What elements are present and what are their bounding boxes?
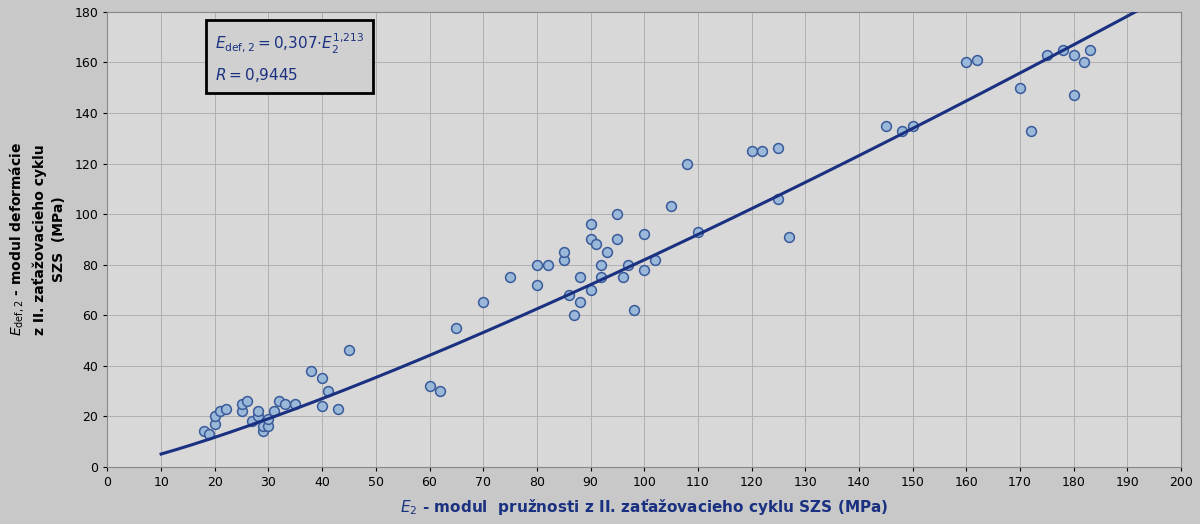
- Point: [661, 202, 680, 211]
- Point: [431, 387, 450, 395]
- Point: [500, 273, 520, 281]
- Point: [769, 195, 788, 203]
- Point: [559, 291, 578, 299]
- X-axis label: $E_{2}$ - modul  pružnosti z II. zaťažovacieho cyklu SZS (MPa): $E_{2}$ - modul pružnosti z II. zaťažova…: [400, 497, 888, 517]
- Point: [613, 273, 632, 281]
- Point: [608, 235, 628, 244]
- Point: [752, 147, 772, 155]
- Point: [635, 266, 654, 274]
- Point: [286, 399, 305, 408]
- Point: [420, 381, 439, 390]
- Point: [474, 298, 493, 307]
- Point: [1054, 46, 1073, 54]
- Point: [956, 58, 976, 67]
- Point: [570, 298, 589, 307]
- Point: [742, 147, 761, 155]
- Point: [1075, 58, 1094, 67]
- Point: [446, 323, 466, 332]
- Point: [253, 422, 272, 430]
- Point: [598, 248, 617, 256]
- Point: [312, 402, 331, 410]
- Point: [216, 405, 235, 413]
- Point: [312, 374, 331, 383]
- Point: [904, 122, 923, 130]
- Point: [1064, 91, 1084, 100]
- Point: [527, 281, 546, 289]
- Point: [340, 346, 359, 355]
- Point: [1064, 51, 1084, 59]
- Point: [232, 407, 251, 416]
- Point: [205, 412, 224, 420]
- Point: [205, 420, 224, 428]
- Point: [329, 405, 348, 413]
- Point: [538, 260, 557, 269]
- Point: [967, 56, 986, 64]
- Point: [264, 407, 283, 416]
- Text: $\mathit{E}_{\mathrm{def,2}} = 0{,}307{\cdot}\mathit{E}_{2}^{1{,}213}$
$R = 0{,}: $\mathit{E}_{\mathrm{def,2}} = 0{,}307{\…: [215, 32, 364, 84]
- Point: [592, 260, 611, 269]
- Point: [581, 220, 600, 228]
- Point: [248, 407, 268, 416]
- Point: [554, 255, 574, 264]
- Point: [678, 159, 697, 168]
- Point: [769, 144, 788, 152]
- Point: [200, 430, 220, 438]
- Point: [527, 260, 546, 269]
- Point: [893, 126, 912, 135]
- Point: [570, 273, 589, 281]
- Point: [232, 399, 251, 408]
- Point: [259, 414, 278, 423]
- Point: [876, 122, 895, 130]
- Point: [270, 397, 289, 405]
- Point: [238, 397, 257, 405]
- Point: [259, 422, 278, 430]
- Point: [565, 311, 584, 319]
- Point: [554, 248, 574, 256]
- Point: [608, 210, 628, 219]
- Point: [302, 366, 322, 375]
- Point: [1080, 46, 1099, 54]
- Point: [1037, 51, 1056, 59]
- Point: [689, 227, 708, 236]
- Point: [253, 427, 272, 435]
- Point: [1021, 126, 1040, 135]
- Point: [635, 230, 654, 238]
- Point: [248, 412, 268, 420]
- Point: [194, 427, 214, 435]
- Point: [1010, 83, 1030, 92]
- Point: [587, 240, 606, 248]
- Point: [780, 233, 799, 241]
- Point: [275, 399, 294, 408]
- Point: [624, 306, 643, 314]
- Point: [210, 407, 229, 416]
- Point: [581, 286, 600, 294]
- Point: [318, 387, 337, 395]
- Point: [242, 417, 262, 425]
- Point: [618, 260, 637, 269]
- Point: [646, 255, 665, 264]
- Point: [581, 235, 600, 244]
- Y-axis label: $E_{\mathrm{def,2}}$ - modul deformácie
z II. zaťažovacieho cyklu
SZS  (MPa): $E_{\mathrm{def,2}}$ - modul deformácie …: [7, 143, 66, 336]
- Point: [592, 273, 611, 281]
